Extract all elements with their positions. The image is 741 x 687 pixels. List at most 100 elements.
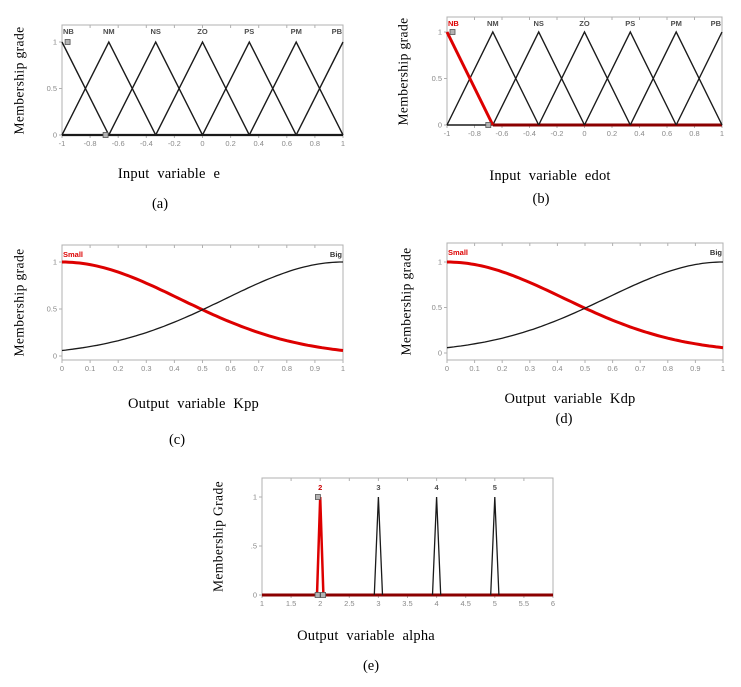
x-tick-label: 0.1 <box>85 364 95 373</box>
x-tick-label: 0.8 <box>689 129 699 138</box>
x-tick-label: 4 <box>435 599 439 608</box>
x-tick-label: 5.5 <box>519 599 529 608</box>
x-axis-label-d: Output variable Kdp <box>504 391 636 407</box>
x-tick-label: 0.9 <box>310 364 320 373</box>
mf-label-PS: PS <box>625 19 635 28</box>
x-tick-label: 2 <box>318 599 322 608</box>
x-tick-label: -0.4 <box>140 139 153 148</box>
mf-label-PB: PB <box>711 19 722 28</box>
subplot-d: 0 0.1 0.2 0.3 0.4 0.5 0.6 0.7 0.8 0.9 1 0 0.5 1 Small B… <box>385 240 741 436</box>
mf-label-NB: NB <box>63 27 74 36</box>
x-tick-label: 0.2 <box>497 364 507 373</box>
y-tick-label: 1 <box>53 258 57 267</box>
mf-label-PS: PS <box>244 27 254 36</box>
mf-label-3: 3 <box>376 483 380 492</box>
mf-label-PM: PM <box>671 19 682 28</box>
x-tick-label: -0.2 <box>168 139 181 148</box>
x-tick-label: 0.7 <box>635 364 645 373</box>
y-axis-label-e: Membership Grade <box>210 481 226 592</box>
mf-label-PM: PM <box>291 27 302 36</box>
x-tick-label: 4.5 <box>460 599 470 608</box>
mf-label-2: 2 <box>318 483 322 492</box>
mf-label-NM: NM <box>103 27 115 36</box>
plot-svg-c: 0 0.1 0.2 0.3 0.4 0.5 0.6 0.7 0.8 0.9 1 0 0.5 1 Small B… <box>47 244 345 373</box>
x-tick-label: -0.8 <box>84 139 97 148</box>
membership-curve-NM <box>446 30 540 126</box>
mf-label-5: 5 <box>493 483 497 492</box>
x-tick-label: 0.2 <box>113 364 123 373</box>
membership-curve-PS <box>201 40 297 136</box>
mf-label-NM: NM <box>487 19 499 28</box>
y-tick-label: 1 <box>438 28 442 37</box>
x-tick-label: -0.6 <box>496 129 509 138</box>
y-axis-label-c: Membership grade <box>11 248 27 357</box>
axes-frame <box>261 477 554 596</box>
mf-label-Big: Big <box>330 250 343 259</box>
mf-label-PB: PB <box>332 27 343 36</box>
subplot-b: -1 -0.8 -0.6 -0.4 -0.2 0 0.2 0.4 0.6 0.8 1 0 0.5 1 NB N… <box>385 0 741 218</box>
x-tick-label: -1 <box>59 139 66 148</box>
selection-marker <box>485 122 492 128</box>
x-tick-label: 1 <box>341 139 345 148</box>
mf-label-NS: NS <box>150 27 160 36</box>
mf-label-Small: Small <box>448 248 468 257</box>
x-tick-label: 0 <box>582 129 586 138</box>
y-axis-label-b: Membership grade <box>395 17 411 126</box>
x-tick-label: 0.4 <box>169 364 179 373</box>
subplot-caption-d: (d) <box>555 411 573 427</box>
mf-label-NS: NS <box>533 19 543 28</box>
x-tick-label: 0.6 <box>282 139 292 148</box>
x-tick-label: -0.6 <box>112 139 125 148</box>
y-tick-label: 1 <box>53 38 57 47</box>
x-tick-label: 0 <box>200 139 204 148</box>
x-tick-label: 2.5 <box>344 599 354 608</box>
x-tick-label: 0.6 <box>662 129 672 138</box>
membership-curve-NB <box>445 31 495 126</box>
x-tick-label: 0.3 <box>141 364 151 373</box>
y-tick-label: .5 <box>251 542 257 551</box>
selection-marker <box>315 494 321 500</box>
y-tick-label: 0 <box>53 352 57 361</box>
y-tick-label: 1 <box>253 493 257 502</box>
x-axis-label-c: Output variable Kpp <box>128 396 259 412</box>
x-tick-label: 0.2 <box>225 139 235 148</box>
x-tick-label: 0.6 <box>225 364 235 373</box>
x-tick-label: 1 <box>341 364 345 373</box>
selection-marker <box>102 132 109 138</box>
membership-curve-Big <box>61 261 343 352</box>
y-tick-label: 0 <box>53 131 57 140</box>
x-tick-label: 3.5 <box>402 599 412 608</box>
membership-curve-4 <box>431 496 442 596</box>
x-tick-label: 1 <box>721 364 725 373</box>
selection-marker <box>320 592 326 598</box>
membership-curve-Small <box>62 260 344 352</box>
x-tick-label: 0.8 <box>282 364 292 373</box>
mf-label-Big: Big <box>710 248 723 257</box>
membership-curve-Small <box>447 260 724 350</box>
membership-curve-PB <box>295 41 344 136</box>
membership-curve-NM <box>61 40 157 136</box>
mf-label-Small: Small <box>63 250 83 259</box>
plot-svg-e: 1 1.5 2 2.5 3 3.5 4 4.5 5 5.5 6 0 .5 1 2 3 4 5 <box>251 477 555 608</box>
x-tick-label: 0.7 <box>253 364 263 373</box>
subplot-c: 0 0.1 0.2 0.3 0.4 0.5 0.6 0.7 0.8 0.9 1 0 0.5 1 Small B… <box>0 240 365 455</box>
y-tick-label: 0 <box>438 349 442 358</box>
membership-curve-NS <box>108 40 204 136</box>
mf-label-ZO: ZO <box>197 27 208 36</box>
x-axis-label-a: Input variable e <box>117 166 221 182</box>
plot-svg-d: 0 0.1 0.2 0.3 0.4 0.5 0.6 0.7 0.8 0.9 1 0 0.5 1 Small B… <box>432 242 725 373</box>
x-tick-label: 0.9 <box>690 364 700 373</box>
x-tick-label: 0 <box>60 364 64 373</box>
mf-label-4: 4 <box>435 483 440 492</box>
membership-curve-PS <box>583 30 677 126</box>
x-tick-label: 0.4 <box>552 364 562 373</box>
x-tick-label: 0.1 <box>469 364 479 373</box>
x-tick-label: 0 <box>445 364 449 373</box>
subplot-caption-a: (a) <box>151 196 169 212</box>
x-tick-label: 0.3 <box>525 364 535 373</box>
mf-label-ZO: ZO <box>579 19 590 28</box>
x-tick-label: 0.4 <box>634 129 644 138</box>
subplot-caption-c: (c) <box>168 432 186 448</box>
x-tick-label: 0.4 <box>253 139 263 148</box>
x-tick-label: -0.2 <box>551 129 564 138</box>
